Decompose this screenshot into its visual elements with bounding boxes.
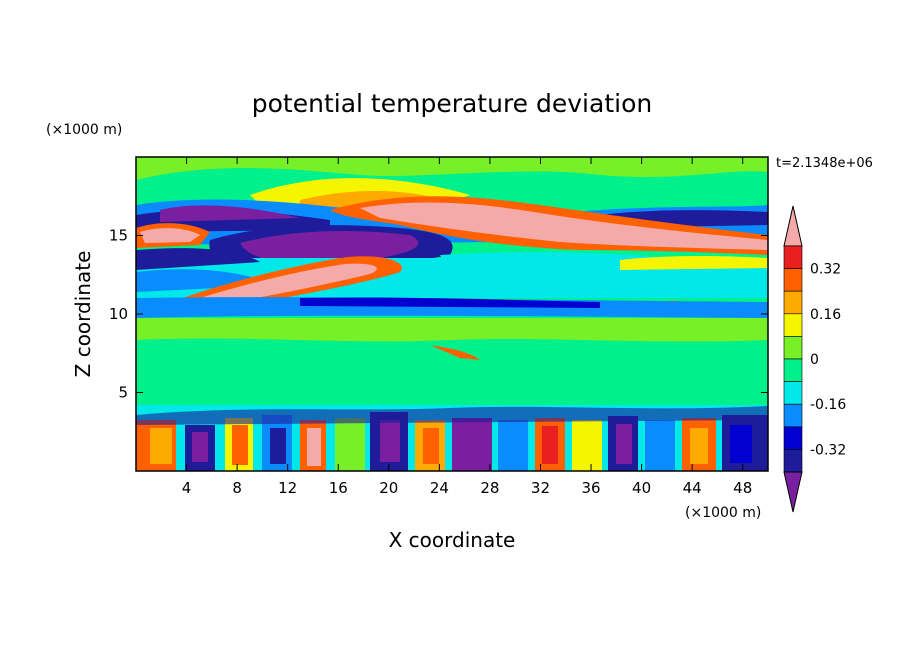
colorbar-swatch	[783, 449, 803, 473]
colorbar-swatch	[783, 245, 803, 269]
colorbar-label: -0.32	[810, 442, 846, 458]
y-tick-label: 15	[109, 227, 128, 245]
x-axis-label: X coordinate	[389, 528, 516, 552]
y-tick-label: 5	[118, 384, 128, 402]
time-label: t=2.1348e+06	[776, 156, 873, 171]
chart-title: potential temperature deviation	[252, 89, 652, 118]
colorbar-bottom-arrow	[783, 471, 803, 513]
colorbar-label: 0.32	[810, 262, 841, 278]
x-tick-label: 44	[683, 479, 702, 497]
colorbar-swatch	[783, 358, 803, 382]
x-tick-label: 48	[733, 479, 752, 497]
y-axis-ticks: 5 10 15	[109, 227, 768, 402]
colorbar-label: 0	[810, 352, 819, 368]
colorbar-label: 0.16	[810, 307, 841, 323]
colorbar-swatch	[783, 403, 803, 428]
x-tick-label: 32	[531, 479, 550, 497]
x-tick-label: 8	[232, 479, 242, 497]
colorbar-swatch	[783, 336, 803, 360]
colorbar-swatch	[783, 426, 803, 450]
x-tick-label: 16	[329, 479, 348, 497]
x-tick-label: 24	[430, 479, 449, 497]
y-unit-label: (×1000 m)	[46, 122, 122, 138]
x-tick-label: 4	[182, 479, 192, 497]
colorbar-swatch	[783, 381, 803, 405]
colorbar-label: -0.16	[810, 397, 846, 413]
y-axis-label: Z coordinate	[71, 251, 95, 378]
colorbar	[783, 205, 803, 513]
x-tick-label: 36	[581, 479, 600, 497]
field-area	[136, 157, 768, 471]
x-unit-label: (×1000 m)	[685, 505, 761, 521]
x-axis-ticks: 4 8 12 16 20 24 28 32 36 40 44 48	[182, 157, 752, 497]
colorbar-swatch	[783, 268, 803, 292]
x-tick-label: 28	[480, 479, 499, 497]
colorbar-swatch	[783, 313, 803, 337]
x-tick-label: 20	[379, 479, 398, 497]
x-tick-label: 40	[632, 479, 651, 497]
y-tick-label: 10	[109, 305, 128, 323]
colorbar-swatch	[783, 290, 803, 315]
colorbar-labels: 0.32 0.16 0 -0.16 -0.32	[810, 262, 846, 459]
colorbar-top-arrow	[783, 205, 803, 247]
x-tick-label: 12	[278, 479, 297, 497]
